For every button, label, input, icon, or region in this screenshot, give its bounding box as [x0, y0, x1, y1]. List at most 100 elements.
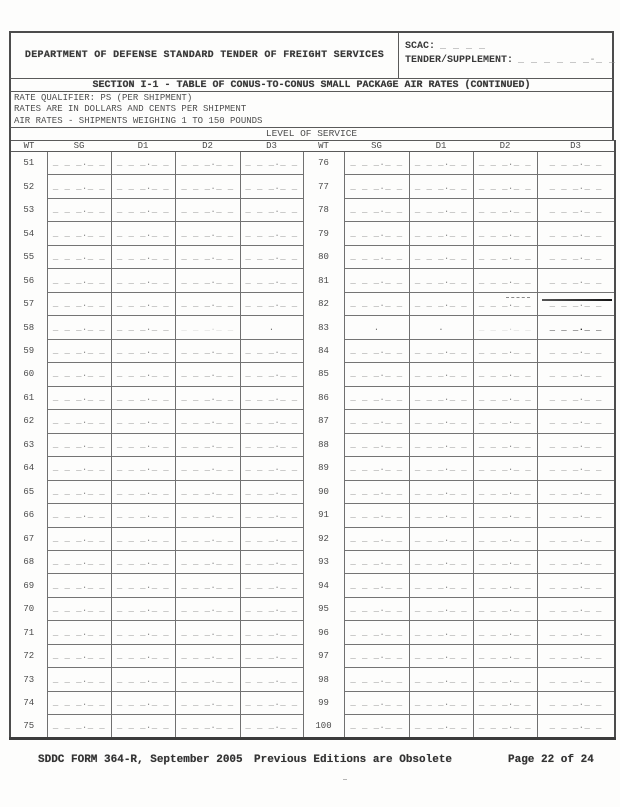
rate-cell-65-d3: _ _ _._ _ — [239, 479, 303, 504]
rate-cell-74-d1: _ _ _._ _ — [110, 690, 175, 715]
rate-cell-99-d2: _ _ _._ _ — [472, 690, 537, 715]
rate-cell-60-sg: _ _ _._ _ — [46, 362, 111, 387]
rate-cell-90-sg: _ _ _._ _ — [343, 479, 409, 504]
blank-rate-pattern: _ _ _._ _ — [350, 158, 403, 169]
rate-cell-91-d1: _ _ _._ _ — [408, 503, 473, 527]
blank-rate-pattern: _ _ _._ _ — [116, 439, 170, 450]
rate-cell-66-d3: _ _ _._ _ — [239, 503, 303, 527]
blank-rate-pattern: _ _ _._ _ — [181, 486, 234, 497]
rate-cell-53-d2: _ _ _._ _ — [174, 197, 240, 222]
blank-rate-pattern: _ _ _._ _ — [116, 533, 170, 544]
rate-cell-67-d2: _ _ _._ _ — [174, 526, 240, 551]
blank-rate-pattern: _ _ _._ _ — [478, 720, 532, 731]
rate-cell-72-sg: _ _ _._ _ — [46, 643, 111, 668]
table-row: 67 _ _ _._ _ _ _ _._ _ _ _ _._ _ _ _ _._ _ 92… — [10, 526, 615, 551]
rate-cell-86-d1: _ _ _._ _ — [408, 385, 473, 410]
rate-cell-71-sg: _ _ _._ _ — [46, 620, 111, 645]
rate-cell-93-d3: _ _ _._ _ — [536, 549, 615, 574]
blank-rate-pattern: _ _ _._ _ — [549, 463, 602, 474]
rate-cell-95-d3: _ _ _._ _ — [536, 596, 615, 621]
table-row: 65 _ _ _._ _ _ _ _._ _ _ _ _._ _ _ _ _._ _ 90… — [10, 479, 615, 504]
blank-rate-pattern: _ _ _._ _ — [52, 228, 106, 239]
wt-cell-93: 93 — [302, 550, 344, 574]
blank-rate-pattern: _ _ _._ _ — [245, 557, 298, 568]
table-row: 68 _ _ _._ _ _ _ _._ _ _ _ _._ _ _ _ _._ _ 93… — [10, 549, 615, 574]
rate-cell-65-d1: _ _ _._ _ — [110, 479, 175, 504]
wt-cell-76: 76 — [302, 151, 344, 175]
rate-cell-73-d2: _ _ _._ _ — [174, 667, 240, 692]
blank-rate-pattern: _ _ _._ _ — [245, 439, 298, 450]
blank-rate-pattern: _ _ _._ _ — [52, 557, 106, 568]
rate-cell-58-d1: _ _ _._ _ — [110, 315, 175, 340]
rate-cell-71-d1: _ _ _._ _ — [110, 620, 175, 645]
blank-rate-pattern: _ _ _._ _ — [52, 275, 106, 286]
blank-rate-pattern: _ _ _._ _ — [478, 392, 532, 403]
blank-rate-pattern: _ _ _._ _ — [245, 392, 298, 403]
rate-cell-59-d3: _ _ _._ _ — [239, 338, 303, 363]
blank-rate-pattern: _ _ _._ _ — [350, 651, 403, 662]
rate-cell-81-d1: _ _ _._ _ — [408, 268, 473, 293]
rate-cell-87-d3: _ _ _._ _ — [536, 409, 615, 434]
rate-cell-84-d1: _ _ _._ _ — [408, 338, 473, 363]
scac-tender-box: SCAC: _ _ _ _ TENDER/SUPPLEMENT: _ _ _ _… — [398, 33, 615, 78]
blank-rate-pattern: _ _ _._ _ — [181, 369, 234, 380]
blank-rate-pattern: _ _ _._ _ — [52, 510, 106, 521]
rate-cell-94-d3: _ _ _._ _ — [536, 573, 615, 598]
rate-cell-89-d1: _ _ _._ _ — [408, 456, 473, 481]
rate-cell-63-d1: _ _ _._ _ — [110, 432, 175, 457]
rate-cell-60-d3: _ _ _._ _ — [239, 362, 303, 387]
blank-rate-pattern: _ _ _._ _ — [52, 345, 106, 356]
rate-cell-85-d1: _ _ _._ _ — [408, 362, 473, 387]
blank-rate-pattern: _ _ _._ _ — [549, 158, 602, 169]
blank-rate-pattern: _ _ _._ _ — [181, 439, 234, 450]
wt-cell-97: 97 — [302, 644, 344, 668]
rate-cell-98-d3: _ _ _._ _ — [536, 667, 615, 692]
rate-cell-56-d2: _ _ _._ _ — [174, 268, 240, 293]
blank-rate-pattern: _ _ _._ _ — [116, 158, 170, 169]
blank-rate-pattern: _ _ _._ _ — [245, 205, 298, 216]
blank-rate-pattern: _ _ _._ _ — [478, 533, 532, 544]
blank-rate-pattern: _ _ _._ _ — [350, 486, 403, 497]
rate-qualifier-line: RATE QUALIFIER: PS (PER SHIPMENT) — [14, 93, 193, 103]
rate-cell-94-d2: _ _ _._ _ — [472, 573, 537, 598]
rate-cell-77-sg: _ _ _._ _ — [343, 174, 409, 199]
blank-rate-pattern: _ _ _._ _ — [350, 439, 403, 450]
rate-table: WT SG D1 D2 D3 WT SG D1 D2 D3 51 _ _ _._ _ _ _ _._ … — [9, 140, 616, 740]
rate-cell-57-d3: _ _ _._ _ — [239, 291, 303, 316]
column-header-d1-right: D1 — [409, 140, 473, 152]
blank-rate-pattern: _ _ _._ _ — [245, 345, 298, 356]
wt-cell-65: 65 — [23, 486, 35, 497]
rate-cell-89-d2: _ _ _._ _ — [472, 456, 537, 481]
blank-rate-pattern: _ _ _._ _ — [181, 228, 234, 239]
rate-cell-74-d2: _ _ _._ _ — [174, 690, 240, 715]
blank-rate-pattern: _ _ _._ _ — [181, 463, 234, 474]
level-of-service-bar: LEVEL OF SERVICE — [9, 128, 614, 140]
blank-rate-pattern: _ _ _._ _ — [52, 720, 106, 731]
rate-cell-82-d3: _ _ _._ _ — [536, 291, 615, 316]
rate-cell-96-sg: _ _ _._ _ — [343, 620, 409, 645]
rate-cell-71-d2: _ _ _._ _ — [174, 620, 240, 645]
rate-cell-54-d3: _ _ _._ _ — [239, 221, 303, 246]
blank-rate-pattern: _ _ _._ _ — [549, 439, 602, 450]
tender-supplement-label: TENDER/SUPPLEMENT: — [405, 55, 514, 66]
rate-cell-91-sg: _ _ _._ _ — [343, 503, 409, 527]
blank-rate-pattern: _ _ _._ _ — [549, 228, 602, 239]
rate-cell-62-sg: _ _ _._ _ — [46, 409, 111, 434]
wt-cell-54: 54 — [23, 228, 35, 239]
rate-cell-72-d3: _ _ _._ _ — [239, 643, 303, 668]
rate-cell-64-sg: _ _ _._ _ — [46, 456, 111, 481]
blank-rate-pattern: _ _ _._ _ — [414, 463, 468, 474]
rate-cell-55-sg: _ _ _._ _ — [46, 244, 111, 269]
rate-cell-51-d3: _ _ _._ _ — [239, 150, 303, 175]
blank-rate-pattern: _ _ _._ _ — [245, 463, 298, 474]
rate-cell-57-d1: _ _ _._ _ — [110, 291, 175, 316]
blank-rate-pattern: _ _ _._ _ — [414, 720, 468, 731]
rate-cell-59-d2: _ _ _._ _ — [174, 338, 240, 363]
blank-rate-pattern: _ _ _._ _ — [350, 510, 403, 521]
rate-cell-85-d3: _ _ _._ _ — [536, 362, 615, 387]
rate-cell-75-sg: _ _ _._ _ — [46, 714, 111, 739]
blank-rate-pattern: _ _ _._ _ — [414, 392, 468, 403]
blank-rate-pattern: _ _ _._ _ — [414, 533, 468, 544]
blank-rate-pattern: _ _ _._ _ — [414, 228, 468, 239]
